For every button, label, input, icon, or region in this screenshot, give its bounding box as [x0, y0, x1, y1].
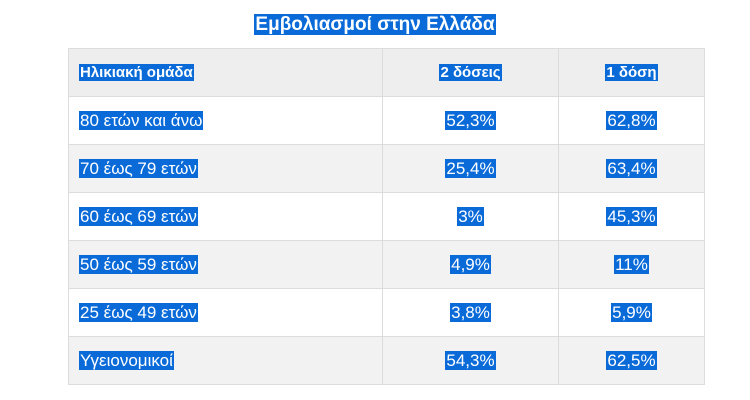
cell-text: 11% — [614, 254, 649, 274]
page-title-container: Εμβολιασμοί στην Ελλάδα — [0, 14, 750, 36]
cell-text: 54,3% — [445, 350, 496, 370]
cell-one-dose: 62,8% — [558, 96, 705, 145]
table-row: 60 έως 69 ετών 3% 45,3% — [68, 192, 705, 241]
cell-text: 52,3% — [445, 110, 496, 130]
cell-one-dose: 11% — [558, 240, 705, 289]
cell-text: 80 ετών και άνω — [79, 110, 204, 130]
cell-two-doses: 25,4% — [382, 144, 559, 193]
header-one-dose: 1 δόση — [558, 48, 705, 97]
cell-two-doses: 4,9% — [382, 240, 559, 289]
cell-two-doses: 3,8% — [382, 288, 559, 337]
page-title: Εμβολιασμοί στην Ελλάδα — [254, 14, 496, 35]
cell-text: 3,8% — [450, 302, 491, 322]
table-row: 50 έως 59 ετών 4,9% 11% — [68, 240, 705, 289]
header-one-dose-label: 1 δόση — [605, 63, 658, 81]
table-row: 70 έως 79 ετών 25,4% 63,4% — [68, 144, 705, 193]
cell-age-group: 60 έως 69 ετών — [68, 192, 383, 241]
cell-age-group: 25 έως 49 ετών — [68, 288, 383, 337]
cell-two-doses: 54,3% — [382, 336, 559, 385]
cell-one-dose: 45,3% — [558, 192, 705, 241]
cell-text: 25 έως 49 ετών — [79, 302, 198, 322]
cell-text: 3% — [457, 206, 484, 226]
cell-two-doses: 3% — [382, 192, 559, 241]
cell-text: 45,3% — [606, 206, 657, 226]
header-two-doses: 2 δόσεις — [382, 48, 559, 97]
cell-text: 4,9% — [450, 254, 491, 274]
header-two-doses-label: 2 δόσεις — [439, 63, 502, 81]
table-row: Υγειονομικοί 54,3% 62,5% — [68, 336, 705, 385]
cell-age-group: 80 ετών και άνω — [68, 96, 383, 145]
table-row: 80 ετών και άνω 52,3% 62,8% — [68, 96, 705, 145]
cell-two-doses: 52,3% — [382, 96, 559, 145]
cell-text: 63,4% — [606, 158, 657, 178]
cell-text: 62,5% — [606, 350, 657, 370]
cell-text: Υγειονομικοί — [79, 350, 174, 370]
cell-one-dose: 62,5% — [558, 336, 705, 385]
cell-text: 60 έως 69 ετών — [79, 206, 198, 226]
cell-text: 50 έως 59 ετών — [79, 254, 198, 274]
cell-age-group: 70 έως 79 ετών — [68, 144, 383, 193]
table-header-row: Ηλικιακή ομάδα 2 δόσεις 1 δόση — [68, 48, 705, 97]
cell-text: 5,9% — [611, 302, 652, 322]
cell-text: 25,4% — [445, 158, 496, 178]
cell-text: 62,8% — [606, 110, 657, 130]
cell-age-group: 50 έως 59 ετών — [68, 240, 383, 289]
cell-one-dose: 63,4% — [558, 144, 705, 193]
vaccination-table: Ηλικιακή ομάδα 2 δόσεις 1 δόση 80 ετών κ… — [68, 48, 705, 385]
table-row: 25 έως 49 ετών 3,8% 5,9% — [68, 288, 705, 337]
cell-one-dose: 5,9% — [558, 288, 705, 337]
cell-age-group: Υγειονομικοί — [68, 336, 383, 385]
header-age-group: Ηλικιακή ομάδα — [68, 48, 383, 97]
header-age-group-label: Ηλικιακή ομάδα — [79, 63, 194, 81]
cell-text: 70 έως 79 ετών — [79, 158, 198, 178]
